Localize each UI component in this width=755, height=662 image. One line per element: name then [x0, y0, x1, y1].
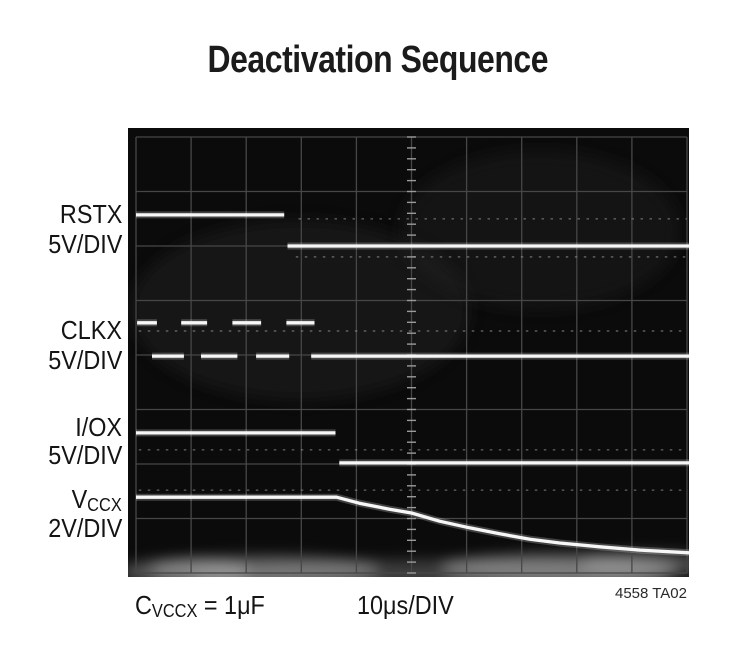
figure-title-text: Deactivation Sequence — [207, 39, 548, 81]
trace-label-vccx: VCCX — [71, 484, 122, 515]
trace-labels: RSTX 5V/DIV CLKX 5V/DIV I/OX 5V/DIV VCCX… — [0, 0, 127, 600]
cap-equals-value: = 1μF — [197, 590, 265, 620]
trace-scale-clkx: 5V/DIV — [47, 345, 122, 375]
oscilloscope-screen — [128, 128, 689, 577]
trace-label-clkx: CLKX — [60, 315, 122, 345]
trace-label-rstx: RSTX — [59, 199, 122, 229]
scope-traces — [136, 211, 689, 557]
trace-scale-iox: 5V/DIV — [47, 440, 122, 470]
cap-symbol: C — [135, 590, 152, 620]
figure-title: Deactivation Sequence — [0, 41, 755, 79]
trace-label-vccx-sub: CCX — [87, 495, 122, 515]
scope-screen-svg — [128, 128, 689, 577]
figure-reference: 4558 TA02 — [614, 585, 687, 602]
cap-value-label: CVCCX = 1μF — [135, 590, 265, 621]
center-axis-ticks — [407, 136, 416, 574]
trace-vccx — [136, 495, 689, 555]
timebase-label: 10μs/DIV — [357, 590, 454, 620]
cap-symbol-sub: VCCX — [151, 601, 198, 621]
trace-label-iox: I/OX — [75, 412, 122, 442]
trace-label-vccx-main: V — [71, 484, 88, 514]
trace-scale-vccx: 2V/DIV — [47, 513, 122, 543]
trace-scale-rstx: 5V/DIV — [47, 229, 122, 259]
